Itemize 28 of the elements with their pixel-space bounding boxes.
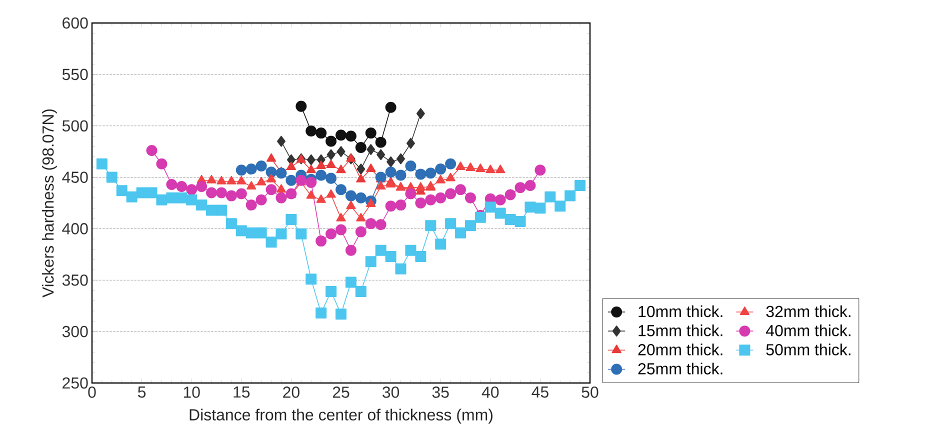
y-tick-label: 400 xyxy=(62,223,88,234)
y-axis-title: Vickers hardness (98.07N) xyxy=(42,109,57,298)
legend-label: 32mm thick. xyxy=(766,305,850,318)
x-tick-label: 0 xyxy=(88,386,96,398)
x-axis-title: Distance from the center of thickness (mm) xyxy=(190,408,492,424)
y-tick-label: 500 xyxy=(62,120,88,132)
legend-label: 15mm thick. xyxy=(638,324,722,336)
x-tick-label: 5 xyxy=(138,386,146,398)
x-tick-label: 10 xyxy=(184,386,200,398)
x-tick-label: 20 xyxy=(283,386,300,398)
y-tick-label: 550 xyxy=(62,68,88,80)
y-tick-label: 300 xyxy=(62,326,88,338)
x-tick-label: 40 xyxy=(482,386,499,398)
x-tick-label: 15 xyxy=(234,386,250,398)
legend-label: 40mm thick. xyxy=(766,324,850,336)
y-tick-label: 450 xyxy=(62,172,88,183)
legend-label: 20mm thick. xyxy=(638,344,722,356)
x-tick-label: 35 xyxy=(432,386,449,398)
legend-label: 10mm thick. xyxy=(638,305,722,318)
x-tick-label: 50 xyxy=(582,386,598,398)
y-tick-label: 250 xyxy=(62,377,88,389)
y-tick-label: 350 xyxy=(62,274,88,286)
x-tick-label: 30 xyxy=(382,386,400,398)
legend-label: 50mm thick. xyxy=(766,344,850,356)
y-tick-label: 600 xyxy=(62,17,88,29)
legend-label: 25mm thick. xyxy=(638,362,722,374)
x-tick-label: 25 xyxy=(332,386,350,398)
x-tick-label: 45 xyxy=(532,386,548,398)
